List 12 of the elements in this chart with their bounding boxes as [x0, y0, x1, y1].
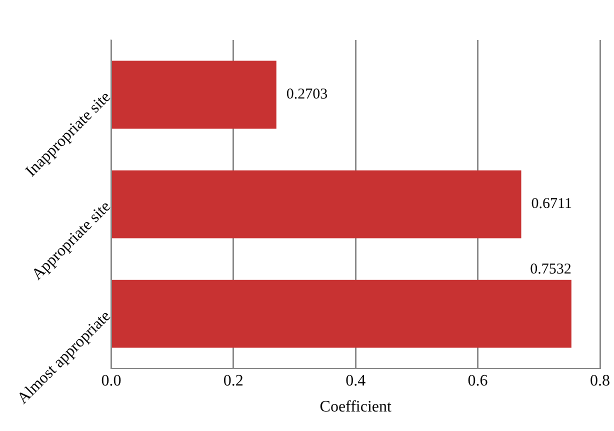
x-tick-label: 0.0	[101, 372, 122, 390]
bar	[112, 60, 276, 129]
bar	[112, 280, 572, 348]
x-tick-label: 0.8	[590, 372, 610, 390]
x-axis-title: Coefficient	[320, 398, 392, 416]
data-label: 0.2703	[286, 86, 328, 103]
x-tick-label: 0.6	[468, 372, 488, 390]
x-tick-label: 0.4	[346, 372, 366, 390]
bar	[112, 170, 522, 238]
data-label: 0.6711	[531, 196, 572, 212]
data-label: 0.7532	[530, 261, 572, 278]
x-tick-label: 0.2	[223, 372, 244, 390]
